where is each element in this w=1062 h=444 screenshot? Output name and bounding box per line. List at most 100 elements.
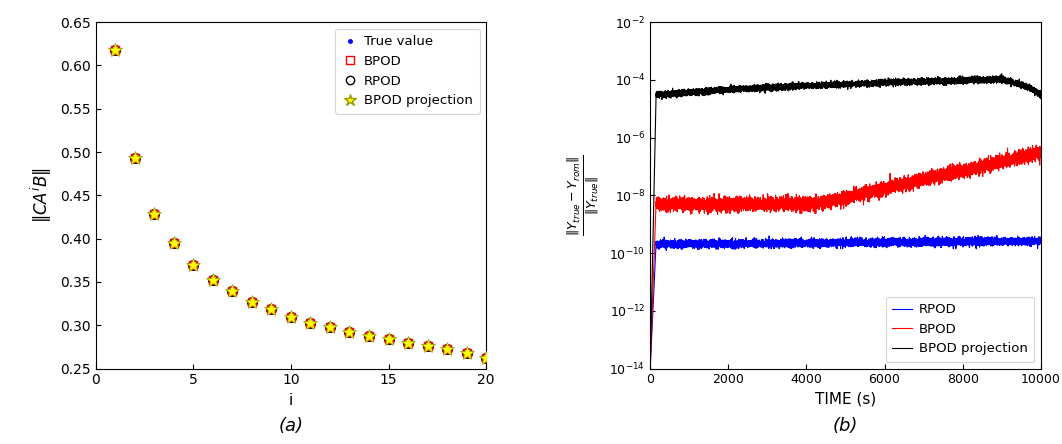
Line: RPOD: RPOD bbox=[650, 235, 1041, 369]
True value bbox=[245, 299, 258, 305]
True value bbox=[401, 341, 414, 346]
BPOD projection bbox=[264, 306, 277, 311]
BPOD projection bbox=[108, 47, 121, 52]
RPOD bbox=[226, 288, 239, 293]
Text: (a): (a) bbox=[278, 417, 304, 435]
Line: BPOD projection: BPOD projection bbox=[108, 43, 493, 365]
RPOD bbox=[206, 278, 219, 283]
BPOD projection bbox=[1015, 83, 1028, 89]
Line: BPOD: BPOD bbox=[110, 46, 491, 362]
Text: (b): (b) bbox=[833, 417, 858, 435]
BPOD bbox=[264, 306, 277, 311]
True value bbox=[168, 240, 181, 246]
BPOD bbox=[1030, 143, 1043, 148]
BPOD bbox=[908, 180, 921, 185]
RPOD bbox=[908, 235, 921, 240]
BPOD bbox=[913, 180, 926, 186]
BPOD bbox=[129, 155, 141, 161]
Legend: True value, BPOD, RPOD, BPOD projection: True value, BPOD, RPOD, BPOD projection bbox=[335, 29, 480, 114]
RPOD bbox=[684, 238, 697, 243]
BPOD projection bbox=[206, 278, 219, 283]
Legend: RPOD, BPOD, BPOD projection: RPOD, BPOD, BPOD projection bbox=[886, 297, 1034, 362]
BPOD projection bbox=[362, 334, 375, 339]
BPOD projection bbox=[129, 155, 141, 161]
True value bbox=[187, 262, 200, 267]
True value bbox=[264, 306, 277, 311]
Line: BPOD projection: BPOD projection bbox=[650, 74, 1041, 369]
BPOD projection bbox=[684, 88, 697, 94]
BPOD bbox=[148, 211, 160, 216]
BPOD projection bbox=[148, 211, 160, 216]
BPOD bbox=[872, 186, 885, 192]
RPOD bbox=[285, 314, 297, 319]
True value bbox=[285, 314, 297, 319]
BPOD bbox=[304, 320, 316, 325]
RPOD bbox=[422, 343, 434, 349]
RPOD bbox=[913, 240, 926, 246]
BPOD projection bbox=[460, 350, 473, 356]
RPOD bbox=[441, 346, 453, 351]
BPOD projection bbox=[245, 299, 258, 305]
BPOD projection bbox=[644, 366, 656, 371]
RPOD bbox=[480, 356, 493, 361]
BPOD projection bbox=[720, 88, 733, 94]
True value bbox=[324, 324, 337, 329]
BPOD projection bbox=[168, 240, 181, 246]
Line: BPOD: BPOD bbox=[650, 145, 1041, 369]
BPOD bbox=[684, 203, 697, 208]
BPOD projection bbox=[995, 71, 1008, 76]
RPOD bbox=[108, 47, 121, 52]
RPOD bbox=[187, 262, 200, 267]
BPOD bbox=[187, 262, 200, 267]
BPOD bbox=[401, 341, 414, 346]
Line: RPOD: RPOD bbox=[110, 45, 491, 363]
BPOD bbox=[168, 240, 181, 246]
RPOD bbox=[362, 334, 375, 339]
BPOD projection bbox=[343, 329, 356, 335]
BPOD projection bbox=[285, 314, 297, 319]
True value bbox=[343, 329, 356, 335]
RPOD bbox=[872, 242, 885, 247]
RPOD bbox=[343, 329, 356, 335]
True value bbox=[206, 278, 219, 283]
BPOD projection bbox=[480, 356, 493, 361]
RPOD bbox=[324, 324, 337, 329]
BPOD bbox=[480, 356, 493, 361]
BPOD bbox=[460, 350, 473, 356]
BPOD projection bbox=[908, 78, 921, 83]
True value bbox=[422, 343, 434, 349]
BPOD projection bbox=[1034, 91, 1047, 96]
BPOD projection bbox=[382, 337, 395, 342]
BPOD bbox=[343, 329, 356, 335]
BPOD projection bbox=[401, 341, 414, 346]
BPOD bbox=[720, 200, 733, 205]
RPOD bbox=[720, 240, 733, 246]
True value bbox=[226, 288, 239, 293]
RPOD bbox=[1015, 239, 1028, 244]
BPOD bbox=[362, 334, 375, 339]
RPOD bbox=[245, 299, 258, 305]
X-axis label: TIME (s): TIME (s) bbox=[815, 392, 876, 407]
BPOD bbox=[422, 343, 434, 349]
BPOD bbox=[245, 299, 258, 305]
RPOD bbox=[460, 350, 473, 356]
RPOD bbox=[1034, 240, 1047, 245]
Line: True value: True value bbox=[113, 47, 489, 361]
RPOD bbox=[401, 341, 414, 346]
RPOD bbox=[168, 240, 181, 246]
BPOD projection bbox=[324, 324, 337, 329]
Y-axis label: $\frac{\|Y_{true}-Y_{rom}\|}{\|Y_{true}\|}$: $\frac{\|Y_{true}-Y_{rom}\|}{\|Y_{true}\… bbox=[566, 155, 601, 236]
BPOD bbox=[1034, 147, 1047, 153]
BPOD projection bbox=[226, 288, 239, 293]
X-axis label: i: i bbox=[289, 393, 293, 408]
True value bbox=[108, 47, 121, 52]
RPOD bbox=[644, 366, 656, 371]
BPOD projection bbox=[187, 262, 200, 267]
True value bbox=[441, 346, 453, 351]
BPOD projection bbox=[872, 77, 885, 83]
True value bbox=[362, 334, 375, 339]
RPOD bbox=[382, 337, 395, 342]
RPOD bbox=[264, 306, 277, 311]
BPOD bbox=[382, 337, 395, 342]
True value bbox=[129, 155, 141, 161]
